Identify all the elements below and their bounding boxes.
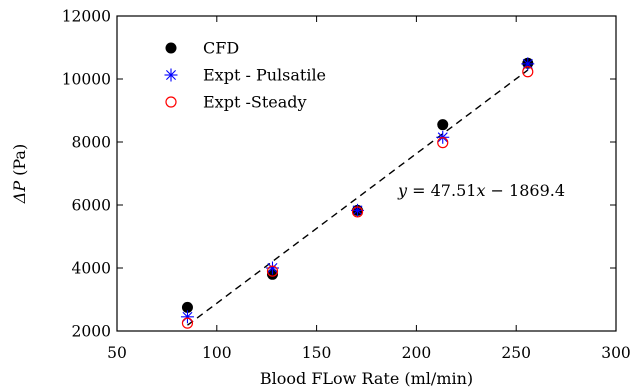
legend-label: Expt -Steady bbox=[203, 93, 307, 112]
x-tick-label: 200 bbox=[402, 344, 432, 362]
data-points bbox=[180, 57, 535, 329]
svg-text:ΔP(Pa): ΔP (Pa) bbox=[10, 144, 29, 204]
x-tick-label: 100 bbox=[202, 344, 232, 362]
plot-frame bbox=[116, 15, 617, 332]
legend-label: CFD bbox=[203, 39, 239, 58]
y-axis-unit: (Pa) bbox=[10, 144, 29, 176]
expt-steady-point bbox=[522, 66, 534, 78]
expt-steady-point bbox=[266, 265, 279, 277]
y-tick-label: 4000 bbox=[72, 260, 111, 278]
y-tick-label: 12000 bbox=[62, 8, 111, 26]
y-axis: 2000 4000 6000 8000 10000 12000 bbox=[62, 8, 616, 341]
x-axis: 50 100 150 200 250 300 bbox=[107, 16, 631, 362]
x-tick-label: 50 bbox=[107, 344, 127, 362]
fit-line bbox=[187, 69, 529, 326]
y-tick-label: 8000 bbox=[72, 134, 111, 152]
legend-marker bbox=[165, 96, 177, 108]
legend-marker bbox=[164, 68, 178, 82]
y-tick-label: 6000 bbox=[72, 197, 111, 215]
plot-area bbox=[116, 15, 617, 332]
y-tick-label: 10000 bbox=[62, 71, 111, 89]
x-tick-label: 300 bbox=[601, 344, 631, 362]
fit-line-group bbox=[187, 69, 529, 326]
x-tick-label: 150 bbox=[302, 344, 332, 362]
expt-steady-point bbox=[351, 206, 364, 218]
expt-steady-point bbox=[437, 137, 449, 149]
y-axis-title: ΔP (Pa) bbox=[10, 144, 29, 204]
x-tick-label: 250 bbox=[501, 344, 531, 362]
legend-label: Expt - Pulsatile bbox=[203, 66, 326, 85]
y-axis-symbol: ΔP bbox=[10, 181, 29, 205]
fit-equation: y = 47.51x − 1869.4 bbox=[397, 181, 565, 200]
y-tick-label: 2000 bbox=[72, 323, 111, 341]
x-axis-title: Blood FLow Rate (ml/min) bbox=[260, 369, 473, 388]
expt-pulsatile-point bbox=[521, 57, 535, 71]
legend: CFD Expt - Pulsatile Expt -Steady bbox=[164, 39, 326, 112]
cfd-point bbox=[437, 119, 449, 131]
expt-steady-point bbox=[181, 317, 194, 329]
cfd-point bbox=[181, 301, 193, 313]
legend-marker bbox=[165, 42, 177, 54]
